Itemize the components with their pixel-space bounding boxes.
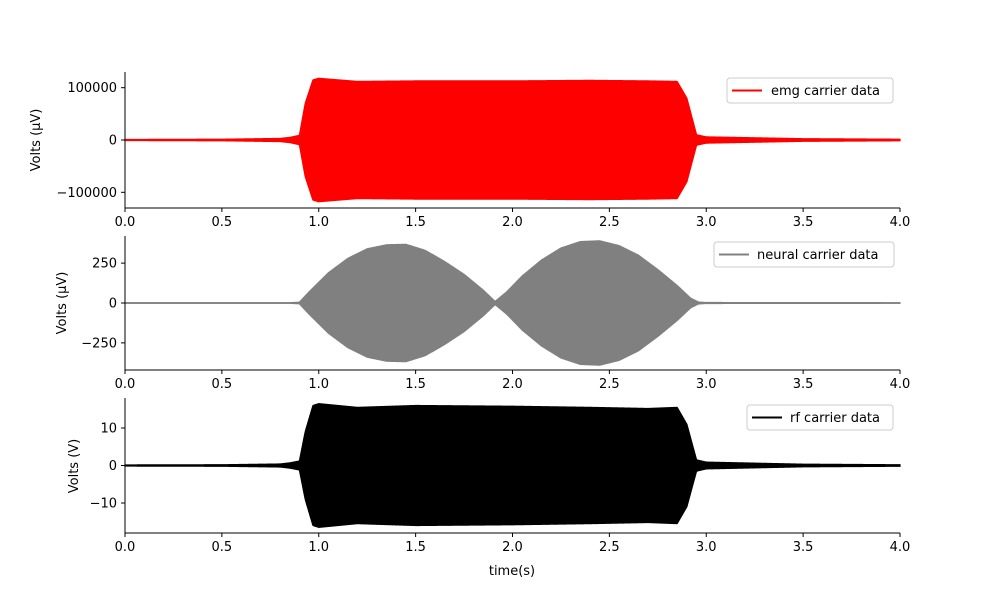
x-tick-label: 4.0: [890, 215, 911, 230]
x-tick-label: 0.5: [212, 540, 233, 555]
x-tick-label: 2.5: [599, 540, 620, 555]
x-tick-label: 0.0: [115, 377, 136, 392]
x-tick-label: 1.0: [308, 215, 329, 230]
x-tick-label: 3.5: [793, 377, 814, 392]
subplot-emg-y-axis-label: Volts (μV): [29, 109, 44, 172]
subplot-rf-legend: rf carrier data: [747, 405, 893, 430]
subplot-neural-legend-label: neural carrier data: [757, 248, 878, 263]
x-tick-label: 1.0: [308, 540, 329, 555]
subplot-rf-x-axis-label: time(s): [489, 564, 535, 579]
x-tick-label: 1.5: [405, 215, 426, 230]
y-tick-label: −100000: [56, 186, 117, 201]
subplot-emg-legend: emg carrier data: [727, 78, 893, 103]
x-tick-label: 4.0: [890, 540, 911, 555]
subplot-neural-legend: neural carrier data: [714, 242, 894, 267]
x-tick-label: 3.0: [696, 540, 717, 555]
x-tick-label: 1.5: [405, 377, 426, 392]
x-tick-label: 4.0: [890, 377, 911, 392]
y-tick-label: 250: [92, 257, 117, 272]
subplot-rf-y-axis-label: Volts (V): [67, 439, 82, 494]
y-tick-label: 10: [100, 422, 117, 437]
x-tick-label: 0.0: [115, 215, 136, 230]
y-tick-label: 0: [109, 134, 117, 149]
x-tick-label: 3.5: [793, 215, 814, 230]
x-tick-label: 0.5: [212, 215, 233, 230]
x-tick-label: 2.5: [599, 215, 620, 230]
x-tick-label: 3.0: [696, 215, 717, 230]
y-tick-label: 100000: [67, 81, 117, 96]
x-tick-label: 0.0: [115, 540, 136, 555]
y-tick-label: −10: [90, 497, 117, 512]
x-tick-label: 3.5: [793, 540, 814, 555]
x-tick-label: 2.0: [502, 540, 523, 555]
x-tick-label: 1.0: [308, 377, 329, 392]
y-tick-label: −250: [81, 336, 117, 351]
x-tick-label: 2.0: [502, 215, 523, 230]
y-tick-label: 0: [109, 459, 117, 474]
x-tick-label: 2.5: [599, 377, 620, 392]
subplot-emg-legend-label: emg carrier data: [771, 84, 880, 99]
y-tick-label: 0: [109, 297, 117, 312]
x-tick-label: 2.0: [502, 377, 523, 392]
x-tick-label: 3.0: [696, 377, 717, 392]
x-tick-label: 0.5: [212, 377, 233, 392]
subplot-neural-y-axis-label: Volts (μV): [55, 272, 70, 335]
x-tick-label: 1.5: [405, 540, 426, 555]
subplot-rf-legend-label: rf carrier data: [790, 411, 880, 426]
